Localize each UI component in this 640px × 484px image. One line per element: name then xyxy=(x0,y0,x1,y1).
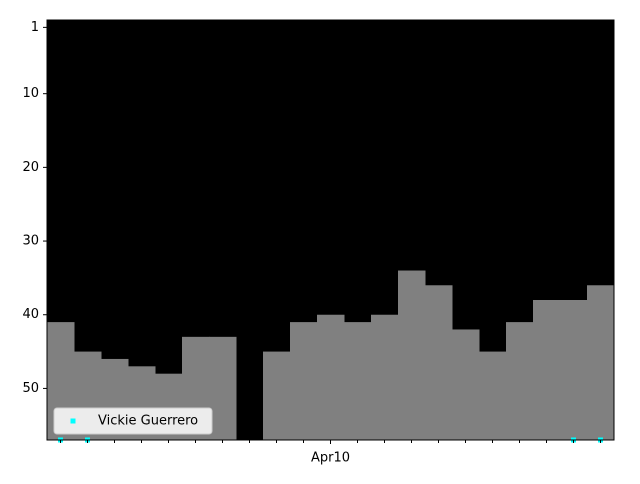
bar xyxy=(533,300,561,440)
bar xyxy=(425,285,453,440)
y-tick-label: 20 xyxy=(22,160,39,175)
bar xyxy=(479,351,507,440)
legend-label: Vickie Guerrero xyxy=(98,414,198,429)
bar xyxy=(452,329,480,440)
y-tick-label: 10 xyxy=(22,86,39,101)
y-tick-label: 40 xyxy=(22,307,39,322)
y-tick-label: 50 xyxy=(22,381,39,396)
bar xyxy=(398,270,426,440)
bar xyxy=(560,300,588,440)
bar xyxy=(290,322,318,440)
legend-marker xyxy=(70,418,76,424)
legend-box xyxy=(53,407,213,435)
x-tick-label: Apr10 xyxy=(311,451,350,466)
y-tick-label: 30 xyxy=(22,234,39,249)
bar xyxy=(344,322,372,440)
bar xyxy=(587,285,615,440)
bar xyxy=(209,336,237,440)
y-tick-label: 1 xyxy=(31,20,39,35)
bar xyxy=(263,351,291,440)
bar xyxy=(317,314,345,440)
bar xyxy=(371,314,399,440)
bar xyxy=(506,322,534,440)
